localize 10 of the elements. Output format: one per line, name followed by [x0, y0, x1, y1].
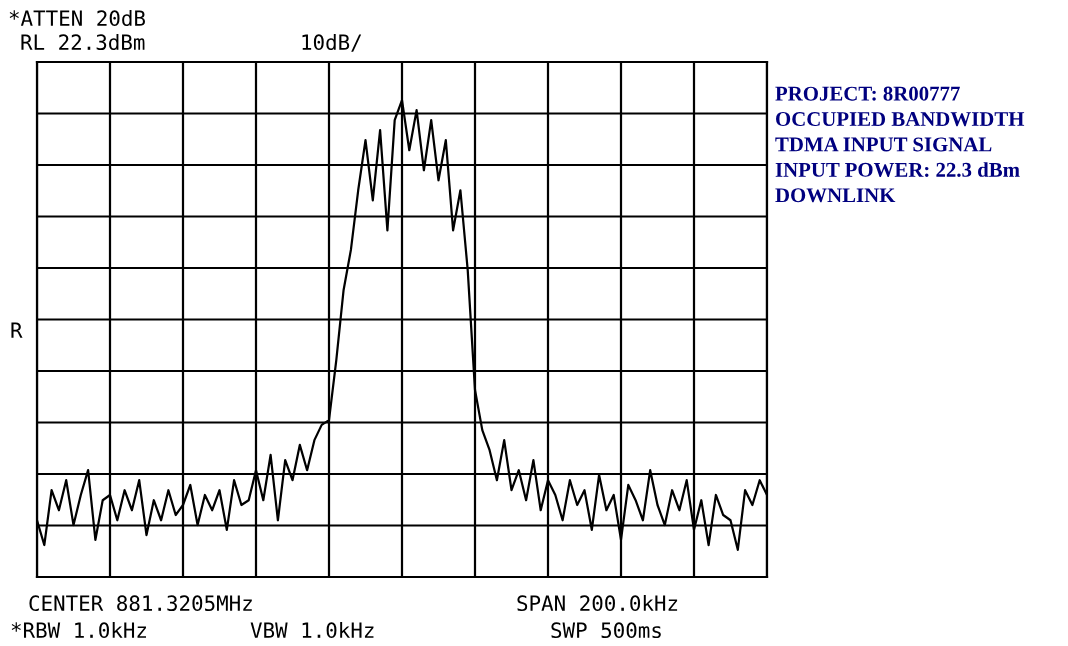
- text: SPAN 200.0kHz: [517, 594, 678, 612]
- text: *ATTEN 20dB: [9, 9, 145, 27]
- text: *RBW 1.0kHz: [11, 621, 147, 639]
- text: SWP 500ms: [551, 622, 661, 639]
- text: RL 22.3dBm: [21, 33, 145, 51]
- text: CENTER 881.3205MHz: [29, 595, 252, 612]
- text: VBW 1.0kHz: [250, 621, 374, 639]
- text: R: [11, 322, 23, 338]
- text: 10dB/: [302, 33, 362, 52]
- text: PROJECT: 8R00777 OCCUPIED BANDWIDTH TDMA INPUT SIGNAL INPUT POWER: 22.3 dBm DOWNLINK: [775, 86, 1025, 203]
